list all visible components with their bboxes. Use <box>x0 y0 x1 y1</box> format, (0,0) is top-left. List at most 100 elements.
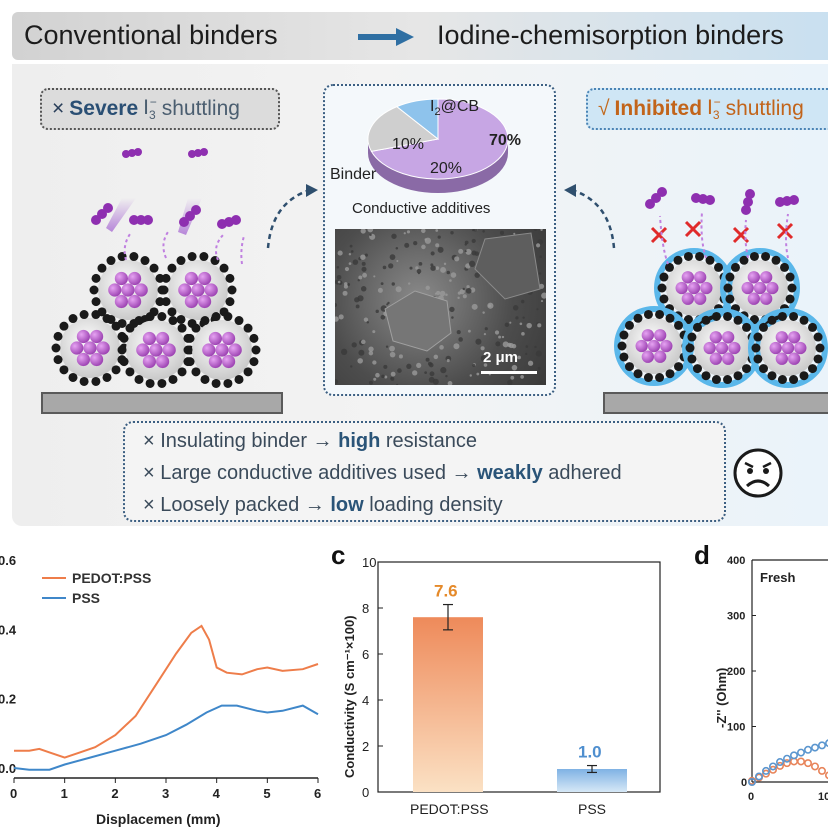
particle <box>682 308 762 388</box>
additives-label: Conductive additives <box>352 200 490 217</box>
legend-label: PSS <box>72 590 100 606</box>
inhibited-shuttling-tag: √ Inhibited I3− shuttling <box>586 88 828 130</box>
shuttling-label: shuttling <box>161 97 240 120</box>
curved-arrow-icon <box>266 184 318 249</box>
severe-shuttling-tag: × Severe I3− shuttling <box>40 88 280 130</box>
pie-top-label: I2@CB <box>430 98 479 118</box>
y-tick-label: 0.0 <box>0 761 16 776</box>
iodide-charge: − <box>149 95 157 110</box>
data-point <box>783 754 792 763</box>
y-axis-label: Conductivity (S cm⁻¹×100) <box>342 615 357 778</box>
sad-face-icon <box>733 448 783 498</box>
y-tick-label: 300 <box>727 611 745 623</box>
iodide-subscript: 3 <box>712 108 720 123</box>
data-point <box>754 772 763 781</box>
data-point <box>768 762 777 771</box>
y-tick-label: 8 <box>362 601 369 616</box>
y-tick-label: 2 <box>362 739 369 754</box>
bar <box>557 769 627 792</box>
particle <box>183 312 261 388</box>
pie-side <box>368 139 508 193</box>
data-point <box>818 766 827 775</box>
inhibited-label: Inhibited <box>614 97 703 120</box>
pie-slice <box>367 106 440 152</box>
current-collector <box>41 392 283 414</box>
chart-legend: PEDOT:PSS PSS <box>42 570 151 606</box>
data-point <box>790 751 799 760</box>
x-tick-label: 10 <box>818 791 828 803</box>
y-tick-label: 200 <box>727 666 745 678</box>
x-tick-label: 3 <box>162 786 169 801</box>
binder-label: Binder <box>330 166 377 183</box>
issue-line: × Loosely packed → low loading density <box>143 494 503 516</box>
y-tick-label: 0.2 <box>0 692 16 707</box>
legend-label: PEDOT:PSS <box>72 570 151 586</box>
data-point <box>811 743 820 752</box>
pie-slice <box>395 98 439 141</box>
arrow-right-icon <box>358 28 414 46</box>
composition-pie-chart: I2@CB 70% 20% 10% Binder Conductive addi… <box>330 98 521 217</box>
series-line <box>14 624 319 759</box>
y-tick-label: 6 <box>362 647 369 662</box>
x-tick-label: 0 <box>748 791 754 803</box>
iodide-symbol: I <box>707 96 713 120</box>
data-point <box>818 741 827 750</box>
issues-box: × Insulating binder → high resistance × … <box>123 421 726 522</box>
conductivity-bar-chart: 0 2 4 6 8 10 7.6 PEDOT:PSS 1.0 PSS Conductivity … <box>342 555 661 817</box>
panel-letter: d <box>694 540 710 570</box>
curved-arrow-icon <box>564 184 616 249</box>
data-point <box>797 748 806 757</box>
sem-texture <box>335 229 546 385</box>
scale-bar-label: 2 μm <box>483 349 519 366</box>
data-point <box>804 745 813 754</box>
sem-image: 2 μm <box>335 229 546 385</box>
blocked-x-icon <box>650 220 794 244</box>
data-point <box>761 766 770 775</box>
y-axis-label: -Z'' (Ohm) <box>714 668 729 728</box>
particle-cluster <box>614 248 828 388</box>
pie-slice-label: 70% <box>489 132 521 149</box>
scale-bar <box>481 371 537 374</box>
category-label: PEDOT:PSS <box>410 801 489 817</box>
particle <box>748 308 828 388</box>
particle <box>159 252 237 328</box>
iodide-symbol: I <box>143 96 150 120</box>
particle <box>720 248 800 328</box>
conventional-electrode-illustration <box>41 148 283 414</box>
y-tick-label: 0.4 <box>0 622 17 637</box>
x-tick-label: 4 <box>213 786 221 801</box>
current-collector <box>603 392 828 414</box>
shuttling-molecules <box>91 148 245 265</box>
data-point <box>797 757 806 766</box>
blocked-molecules <box>645 187 799 265</box>
category-label: PSS <box>578 801 606 817</box>
shuttling-label: shuttling <box>725 97 804 120</box>
bar <box>413 617 483 792</box>
cross-mark: × <box>52 97 65 120</box>
data-point <box>747 778 756 787</box>
data-point <box>811 762 820 771</box>
data-point <box>776 758 785 767</box>
check-mark: √ <box>598 97 610 120</box>
data-point <box>761 769 770 778</box>
particle <box>614 306 694 386</box>
displacement-line-chart: 0 1 2 3 4 5 6 0.0 0.2 0.4 0.6 PEDOT:PSS PSS Displa… <box>0 553 321 827</box>
iodide-charge: − <box>713 95 721 110</box>
pie-slice-label: 10% <box>392 136 424 153</box>
data-point <box>825 771 828 780</box>
nyquist-plot: 0 100 200 300 400 0 10 Fresh -Z'' (Ohm) <box>714 555 828 803</box>
x-tick-label: 6 <box>314 786 321 801</box>
x-tick-label: 5 <box>263 786 270 801</box>
y-tick-label: 400 <box>727 555 745 567</box>
data-label: 7.6 <box>434 582 458 601</box>
y-tick-label: 0 <box>362 785 369 800</box>
y-tick-label: 10 <box>362 555 376 570</box>
particle <box>89 252 167 328</box>
chemisorption-electrode-illustration <box>603 187 828 414</box>
pie-slices <box>367 98 509 193</box>
data-label: 1.0 <box>578 743 602 762</box>
pie-slice <box>370 98 509 180</box>
series-line <box>13 704 319 771</box>
particle <box>51 310 129 386</box>
data-point <box>804 759 813 768</box>
